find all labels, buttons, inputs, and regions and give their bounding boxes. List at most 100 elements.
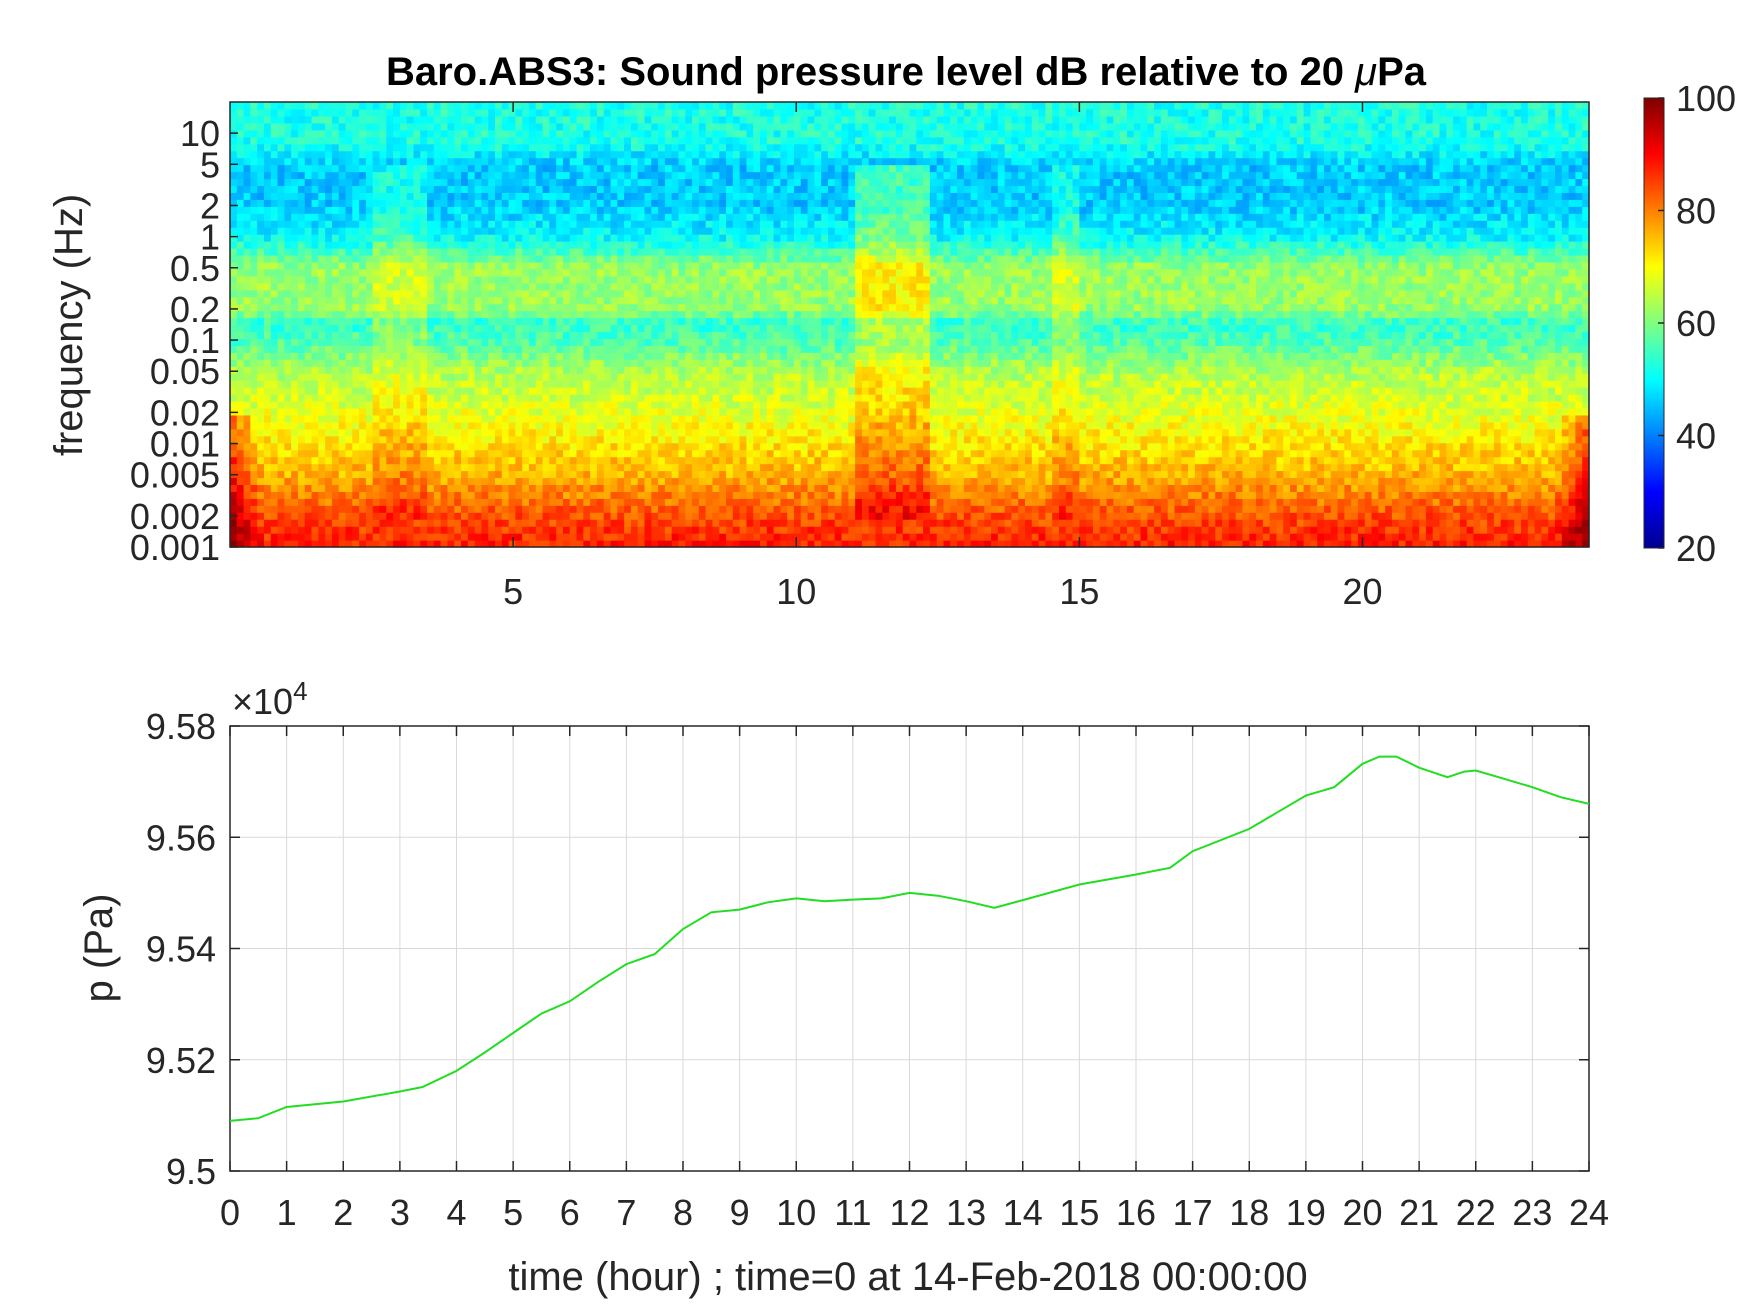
spectrogram-cell (379, 129, 387, 138)
spectrogram-cell (325, 178, 333, 187)
spectrogram-cell (297, 150, 306, 159)
spectrogram-cell (481, 213, 489, 221)
spectrogram-cell (338, 366, 347, 374)
spectrogram-cell (495, 407, 503, 416)
spectrogram-cell (596, 421, 605, 430)
spectrogram-cell (610, 171, 618, 180)
spectrogram-cell (576, 178, 584, 187)
spectrogram-cell (372, 519, 381, 527)
spectrogram-cell (236, 143, 245, 152)
spectrogram-cell (726, 435, 734, 444)
spectrogram-cell (399, 345, 408, 353)
spectrogram-cell (515, 192, 523, 200)
spectrogram-cell (698, 199, 707, 207)
spectrogram-cell (481, 164, 489, 173)
spectrogram-cell (304, 296, 313, 305)
spectrogram-cell (399, 380, 408, 388)
spectrogram-cell (535, 359, 544, 367)
spectrogram-cell (291, 484, 299, 492)
spectrogram-cell (413, 157, 421, 166)
spectrogram-cell (603, 533, 612, 541)
spectrogram-cell (617, 540, 625, 548)
spectrogram-cell (488, 282, 496, 291)
spectrogram-cell (705, 102, 714, 110)
spectrogram-cell (250, 400, 258, 409)
spectrogram-cell (243, 129, 251, 138)
spectrogram-cell (257, 171, 265, 180)
spectrogram-cell (698, 171, 707, 180)
spectrogram-cell (243, 400, 251, 409)
spectrogram-cell (590, 484, 598, 492)
spectrogram-cell (746, 331, 754, 339)
spectrogram-cell (243, 533, 251, 541)
spectrogram-cell (297, 164, 306, 173)
spectrogram-cell (440, 442, 449, 451)
spectrogram-cell (515, 206, 523, 214)
spectrogram-cell (311, 338, 319, 346)
spectrogram-cell (549, 282, 557, 291)
spectrogram-cell (474, 331, 483, 339)
spectrogram-cell (447, 491, 455, 499)
spectrogram-cell (263, 373, 272, 381)
spectrogram-cell (522, 533, 530, 541)
spectrogram-cell (331, 498, 340, 506)
spectrogram-cell (528, 449, 537, 458)
spectrogram-cell (522, 512, 530, 520)
spectrogram-cell (705, 456, 714, 465)
spectrogram-cell (603, 519, 612, 527)
spectrogram-cell (236, 324, 245, 333)
spectrogram-cell (569, 192, 578, 200)
spectrogram-cell (556, 394, 564, 402)
spectrogram-cell (522, 352, 530, 360)
spectrogram-cell (630, 477, 639, 486)
spectrogram-cell (624, 456, 632, 465)
spectrogram-cell (413, 505, 421, 513)
spectrogram-cell (644, 150, 652, 159)
spectrogram-cell (753, 421, 761, 430)
spectrogram-cell (583, 268, 591, 277)
spectrogram-cell (644, 491, 652, 499)
spectrogram-cell (664, 108, 673, 117)
spectrogram-cell (562, 491, 571, 499)
spectrogram-cell (726, 414, 734, 423)
spectrogram-cell (338, 533, 347, 541)
spectrogram-cell (325, 400, 333, 409)
spectrogram-cell (576, 352, 584, 360)
spectrogram-cell (569, 254, 578, 263)
spectrogram-cell (236, 136, 245, 145)
spectrogram-cell (671, 317, 680, 326)
spectrogram-cell (304, 122, 313, 131)
spectrogram-cell (420, 192, 428, 200)
spectrogram-cell (549, 234, 557, 242)
spectrogram-cell (596, 387, 605, 395)
spectrogram-cell (345, 185, 353, 193)
spectrogram-cell (692, 331, 700, 339)
spectrogram-cell (685, 387, 693, 395)
spectrogram-cell (617, 317, 625, 326)
spectrogram-cell (739, 456, 748, 465)
spectrogram-cell (277, 428, 285, 437)
spectrogram-cell (569, 136, 578, 145)
spectrogram-cell (603, 338, 612, 346)
spectrogram-cell (732, 122, 741, 131)
spectrogram-cell (467, 400, 476, 409)
spectrogram-cell (270, 519, 279, 527)
spectrogram-cell (617, 366, 625, 374)
spectrogram-cell (678, 268, 686, 277)
spectrogram-cell (549, 414, 557, 423)
spectrogram-cell (562, 150, 571, 159)
spectrogram-cell (719, 442, 727, 451)
spectrogram-cell (427, 115, 435, 124)
spectrogram-cell (522, 143, 530, 152)
spectrogram-cell (250, 192, 258, 200)
spectrogram-cell (386, 241, 394, 249)
spectrogram-cell (236, 387, 245, 395)
spectrogram-cell (345, 366, 353, 374)
spectrogram-cell (712, 400, 720, 409)
spectrogram-cell (549, 317, 557, 326)
spectrogram-cell (406, 150, 415, 159)
spectrogram-cell (569, 282, 578, 291)
spectrogram-cell (501, 373, 510, 381)
spectrogram-cell (433, 373, 442, 381)
spectrogram-cell (345, 428, 353, 437)
